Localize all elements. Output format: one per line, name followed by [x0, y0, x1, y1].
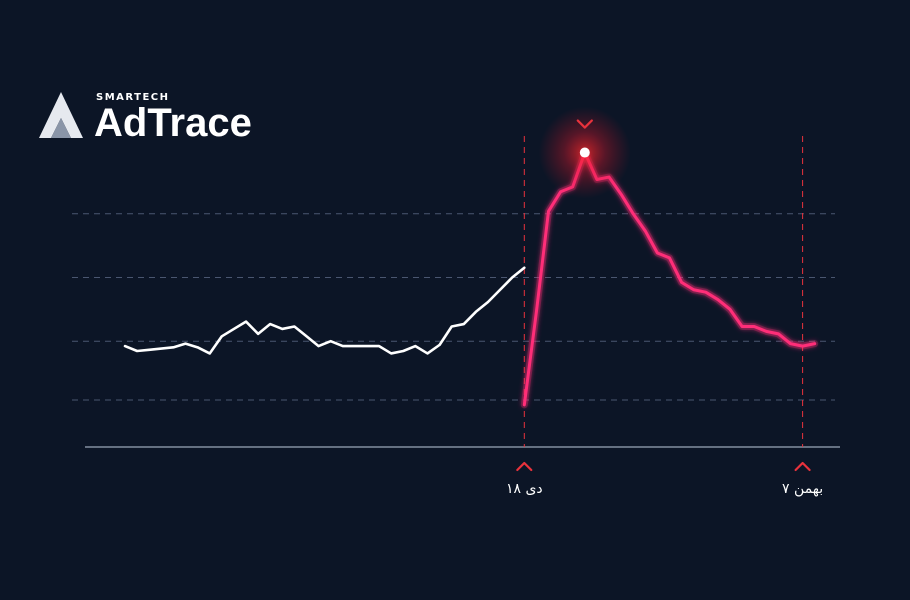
peak-chevron-down-icon: [576, 119, 593, 129]
event-marker-label-0: ۱۸ دی: [506, 481, 543, 497]
grid-lines: [72, 213, 835, 401]
peak-point: [579, 147, 590, 158]
brand-logo: SMARTECH AdTrace: [36, 88, 252, 148]
event-markers: ۱۸ دی ۷ بهمن: [506, 136, 823, 497]
series-lines: [123, 149, 819, 409]
series-line-0: [123, 266, 526, 355]
event-marker-chevron-icon-0: [516, 461, 533, 472]
event-marker-chevron-icon-1: [794, 461, 811, 472]
event-marker-label-1: ۷ بهمن: [782, 481, 823, 497]
peak-highlight: [538, 106, 631, 199]
adtrace-logo-icon: [39, 92, 83, 138]
brand-name: AdTrace: [94, 100, 252, 145]
brand-tagline: SMARTECH: [96, 91, 170, 103]
